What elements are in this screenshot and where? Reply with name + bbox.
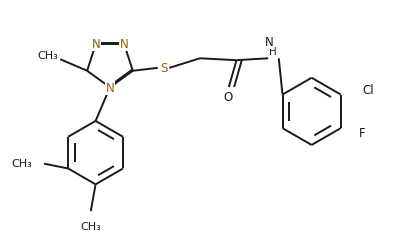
Text: F: F — [359, 127, 366, 140]
Text: N: N — [265, 36, 273, 49]
Text: CH₃: CH₃ — [80, 221, 101, 231]
Text: CH₃: CH₃ — [37, 51, 58, 61]
Text: O: O — [223, 91, 232, 104]
Text: CH₃: CH₃ — [11, 158, 32, 168]
Text: S: S — [160, 62, 167, 75]
Text: H: H — [269, 46, 277, 56]
Text: N: N — [92, 38, 100, 51]
Text: N: N — [106, 82, 115, 94]
Text: Cl: Cl — [363, 84, 375, 97]
Text: N: N — [120, 38, 128, 51]
